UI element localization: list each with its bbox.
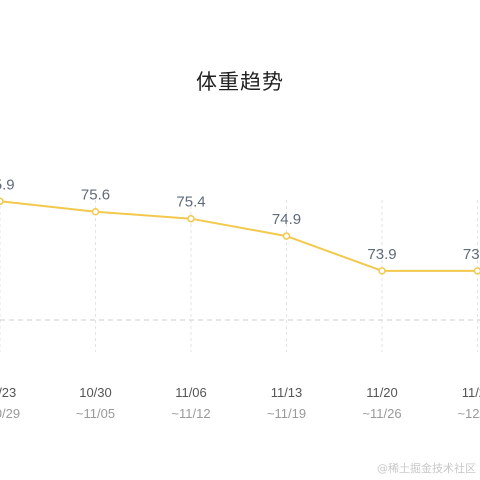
data-label: 75.4 (176, 194, 205, 211)
x-tick-date: 11/06 (175, 385, 207, 400)
data-point (0, 197, 4, 206)
x-tick-date: 11/13 (271, 385, 303, 400)
data-label: 73.9 (463, 246, 480, 263)
x-tick-range: ~12/03 (457, 406, 480, 421)
data-point (378, 267, 386, 275)
x-tick-date: 11/20 (366, 385, 398, 400)
watermark-text: @稀土掘金技术社区 (377, 462, 476, 475)
x-tick-date: 11/27 (462, 385, 480, 400)
data-label: 75.9 (0, 176, 15, 193)
x-tick-range: ~11/05 (76, 406, 115, 421)
data-point (187, 214, 195, 223)
data-point (91, 207, 100, 216)
data-label: 73.9 (367, 246, 396, 263)
x-tick-range: ~11/12 (171, 406, 210, 421)
x-tick-date: 10/23 (0, 385, 16, 400)
x-tick-range: ~10/29 (0, 406, 20, 421)
data-label: 75.6 (81, 187, 110, 204)
x-tick-date: 10/30 (79, 385, 112, 400)
data-point (282, 232, 291, 240)
page-title: 体重趋势 (196, 70, 284, 94)
x-tick-range: ~11/19 (267, 406, 306, 421)
weight-series-line (0, 200, 478, 272)
data-point (473, 267, 480, 275)
x-tick-range: ~11/26 (362, 406, 401, 421)
data-label: 74.9 (272, 211, 301, 228)
